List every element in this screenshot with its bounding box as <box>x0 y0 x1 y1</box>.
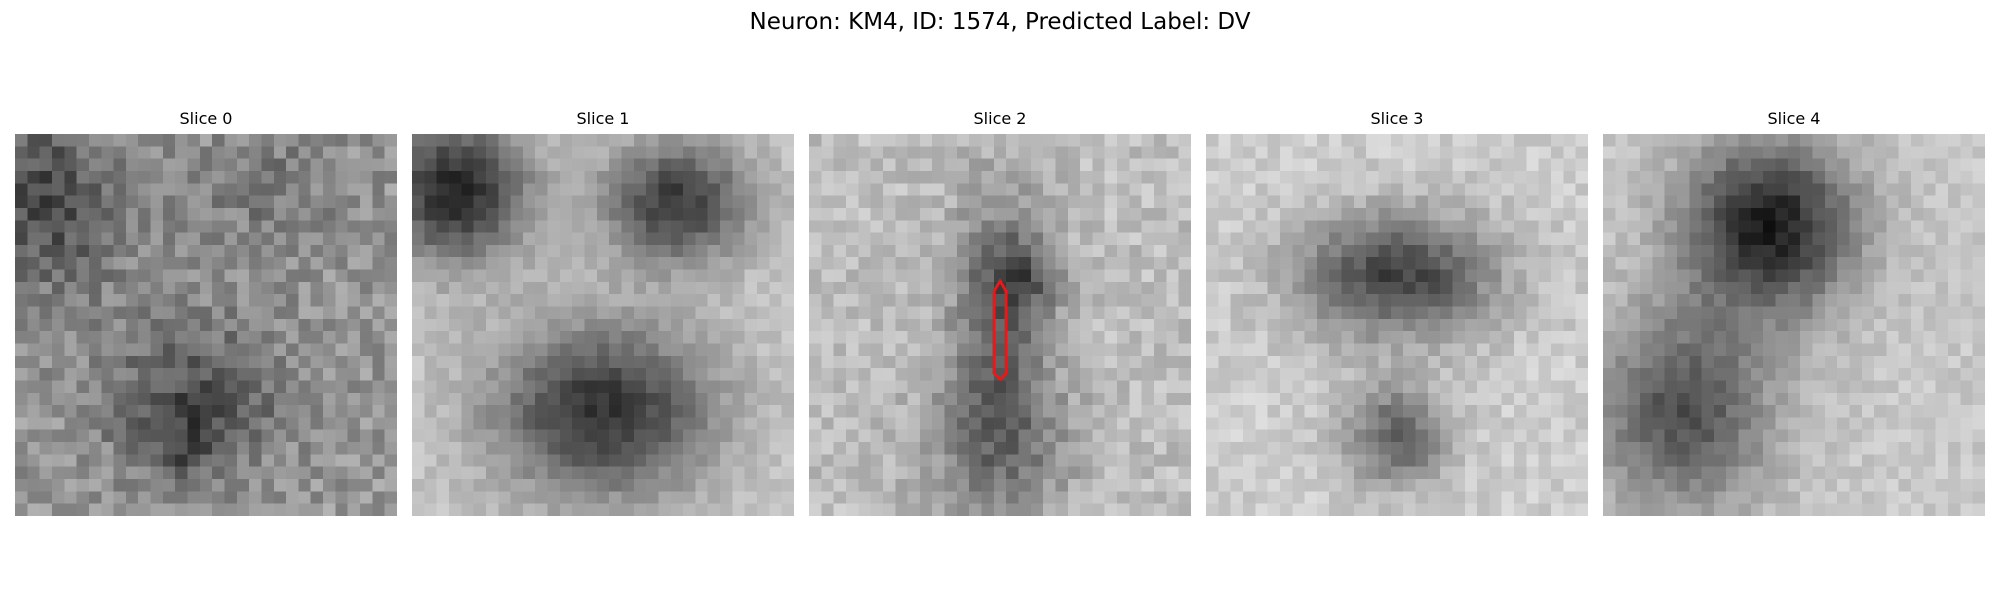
slice-3-image <box>1206 134 1588 516</box>
slice-1-title: Slice 1 <box>576 109 630 128</box>
slice-2-title: Slice 2 <box>973 109 1027 128</box>
slice-4-title: Slice 4 <box>1767 109 1821 128</box>
slice-0-image <box>15 134 397 516</box>
slice-0-title: Slice 0 <box>179 109 233 128</box>
figure-title: Neuron: KM4, ID: 1574, Predicted Label: … <box>749 9 1251 35</box>
slice-4-image <box>1603 134 1985 516</box>
slice-1-image <box>412 134 794 516</box>
slice-2-image <box>809 134 1191 516</box>
slice-3-title: Slice 3 <box>1370 109 1424 128</box>
